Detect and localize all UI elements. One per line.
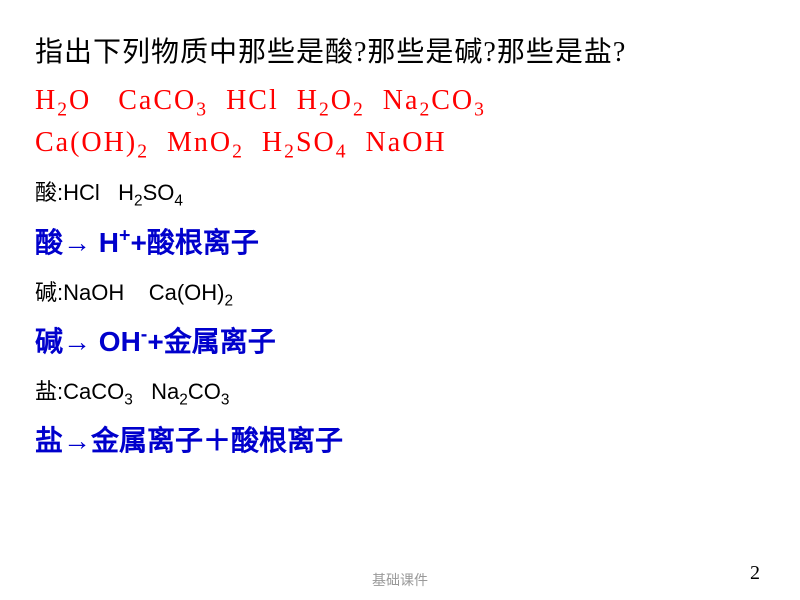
acid-definition: 酸→ H++酸根离子 [35,221,765,261]
salt-answer: 盐:CaCO3 Na2CO3 [35,374,765,409]
salt-definition: 盐→金属离子＋酸根离子 [35,419,765,459]
question-title: 指出下列物质中那些是酸?那些是碱?那些是盐? [35,30,765,70]
base-answer: 碱:NaOH Ca(OH)2 [35,275,765,310]
base-definition: 碱→ OH-+金属离子 [35,320,765,360]
page-number: 2 [750,562,760,585]
formula-list-line2: Ca(OH)2 MnO2 H2SO4 NaOH [35,127,765,164]
acid-answer: 酸:HCl H2SO4 [35,175,765,210]
formula-list-line1: H2O CaCO3 HCl H2O2 Na2CO3 [35,85,765,122]
footer-label: 基础课件 [372,570,428,590]
